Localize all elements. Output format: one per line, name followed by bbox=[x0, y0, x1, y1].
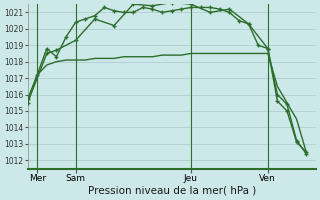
X-axis label: Pression niveau de la mer( hPa ): Pression niveau de la mer( hPa ) bbox=[88, 186, 256, 196]
